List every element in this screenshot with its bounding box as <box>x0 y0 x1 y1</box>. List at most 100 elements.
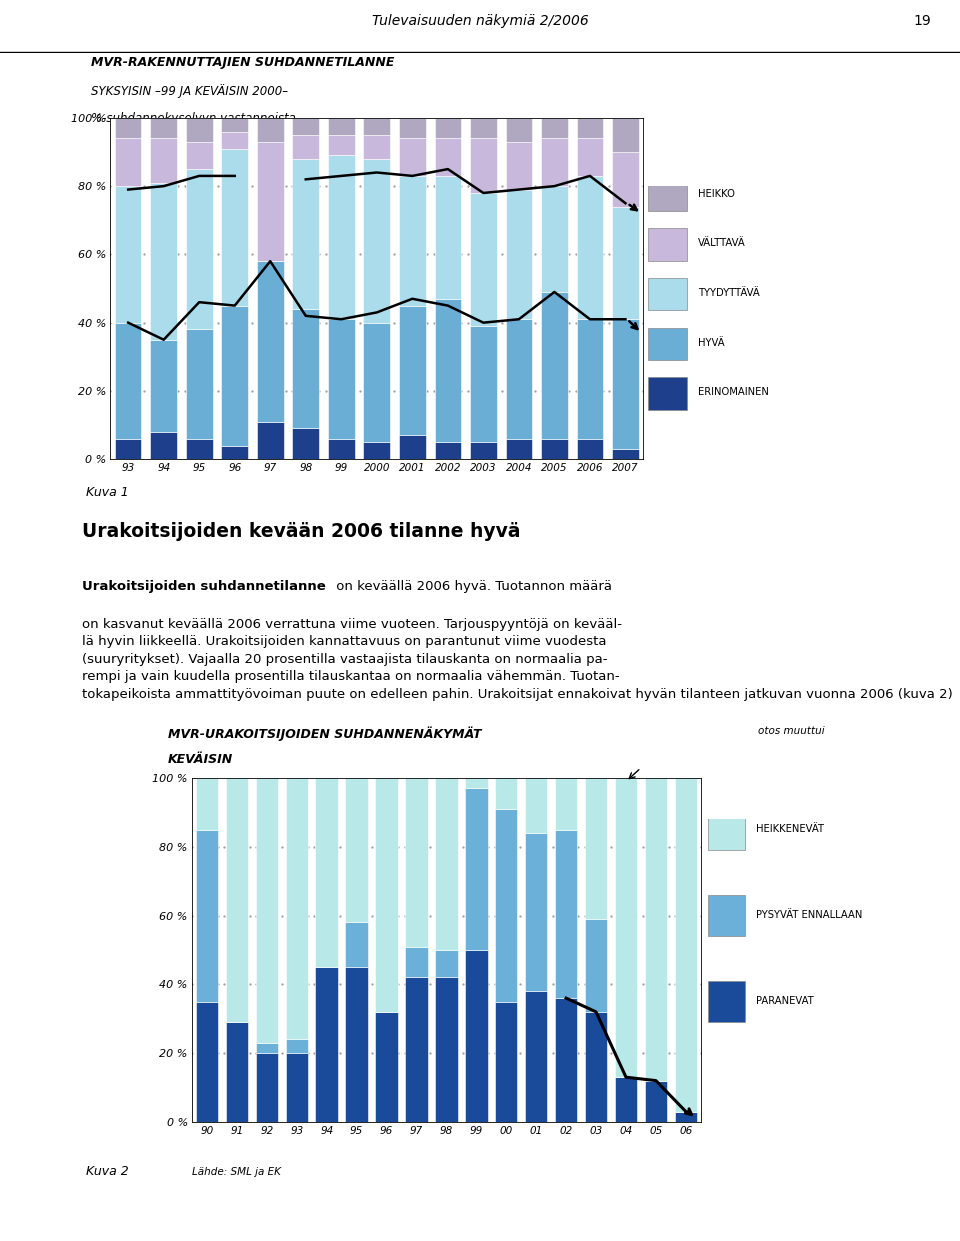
Bar <box>115 323 141 439</box>
Bar <box>506 141 532 190</box>
Bar <box>222 118 248 132</box>
Bar <box>506 118 532 141</box>
Bar <box>346 967 368 1122</box>
Bar <box>293 309 319 428</box>
Bar <box>375 1011 397 1122</box>
Bar <box>645 1081 667 1122</box>
Bar <box>435 176 461 299</box>
FancyBboxPatch shape <box>648 228 687 261</box>
Text: MVR-RAKENNUTTAJIEN SUHDANNETILANNE: MVR-RAKENNUTTAJIEN SUHDANNETILANNE <box>91 56 395 68</box>
Bar <box>186 141 212 169</box>
Bar <box>435 778 458 951</box>
Bar <box>186 330 212 439</box>
Bar <box>612 151 638 206</box>
Bar <box>541 118 567 139</box>
Bar <box>186 439 212 459</box>
FancyBboxPatch shape <box>648 377 687 410</box>
Bar <box>541 292 567 439</box>
Text: MVR-URAKOITSIJOIDEN SUHDANNENÄKYMÄT: MVR-URAKOITSIJOIDEN SUHDANNENÄKYMÄT <box>168 726 482 741</box>
Bar <box>675 778 697 1112</box>
Bar <box>151 340 177 432</box>
Bar <box>364 135 390 159</box>
Bar <box>577 176 603 319</box>
Text: Urakoitsijoiden suhdannetilanne: Urakoitsijoiden suhdannetilanne <box>82 580 325 593</box>
Bar <box>328 319 354 439</box>
Bar <box>285 1040 308 1054</box>
Text: %-suhdannekyselyyn vastanneista: %-suhdannekyselyyn vastanneista <box>91 112 296 125</box>
Text: PARANEVAT: PARANEVAT <box>756 997 813 1006</box>
Bar <box>405 978 428 1122</box>
Bar <box>346 778 368 922</box>
Bar <box>293 428 319 459</box>
FancyBboxPatch shape <box>708 809 746 850</box>
Text: KEVÄISIN: KEVÄISIN <box>168 753 233 766</box>
Bar <box>470 326 496 442</box>
Bar <box>435 118 461 139</box>
Bar <box>375 778 397 1011</box>
Bar <box>465 788 488 951</box>
Text: ERINOMAINEN: ERINOMAINEN <box>698 387 769 397</box>
Bar <box>577 439 603 459</box>
Bar <box>364 118 390 135</box>
Bar <box>495 809 517 1001</box>
Bar <box>316 778 338 967</box>
Text: Lähde: SML ja EK: Lähde: SML ja EK <box>192 1167 281 1176</box>
Bar <box>186 118 212 141</box>
Text: SYKSYISIN –99 JA KEVÄISIN 2000–: SYKSYISIN –99 JA KEVÄISIN 2000– <box>91 84 288 98</box>
Bar <box>525 833 547 992</box>
Bar <box>196 1001 218 1122</box>
Bar <box>555 998 577 1122</box>
Bar <box>255 778 278 1042</box>
Bar <box>364 323 390 442</box>
Bar <box>405 778 428 947</box>
Bar <box>555 778 577 830</box>
Bar <box>614 778 637 1077</box>
Bar <box>399 176 425 305</box>
FancyBboxPatch shape <box>648 278 687 310</box>
Bar <box>470 194 496 326</box>
FancyBboxPatch shape <box>648 328 687 360</box>
Bar <box>115 118 141 139</box>
Bar <box>435 442 461 459</box>
Bar <box>328 439 354 459</box>
Bar <box>222 305 248 446</box>
Bar <box>405 947 428 978</box>
Bar <box>612 319 638 449</box>
Bar <box>435 299 461 442</box>
Bar <box>222 446 248 459</box>
Bar <box>151 139 177 182</box>
Bar <box>541 139 567 186</box>
Bar <box>257 261 283 422</box>
Bar <box>316 967 338 1122</box>
Bar <box>222 149 248 305</box>
Bar <box>465 778 488 788</box>
Bar <box>328 155 354 319</box>
Bar <box>577 139 603 176</box>
Bar <box>151 118 177 139</box>
Bar <box>196 778 218 830</box>
Bar <box>645 778 667 1081</box>
Text: 19: 19 <box>914 14 931 29</box>
Bar <box>612 206 638 319</box>
Bar <box>495 778 517 809</box>
Bar <box>226 1023 248 1122</box>
Bar <box>577 118 603 139</box>
Bar <box>285 778 308 1040</box>
Bar <box>115 439 141 459</box>
Bar <box>399 436 425 459</box>
Text: Tulevaisuuden näkymiä 2/2006: Tulevaisuuden näkymiä 2/2006 <box>372 14 588 29</box>
Bar <box>585 778 608 920</box>
Bar <box>585 920 608 1011</box>
Bar <box>151 432 177 459</box>
Bar <box>435 978 458 1122</box>
Bar <box>257 141 283 261</box>
Bar <box>506 319 532 439</box>
Bar <box>525 778 547 833</box>
Bar <box>399 305 425 436</box>
Bar <box>293 135 319 159</box>
Bar <box>257 118 283 141</box>
Bar <box>293 118 319 135</box>
Text: TYYDYTTÄVÄ: TYYDYTTÄVÄ <box>698 288 759 298</box>
Bar <box>328 118 354 135</box>
Bar <box>470 118 496 139</box>
